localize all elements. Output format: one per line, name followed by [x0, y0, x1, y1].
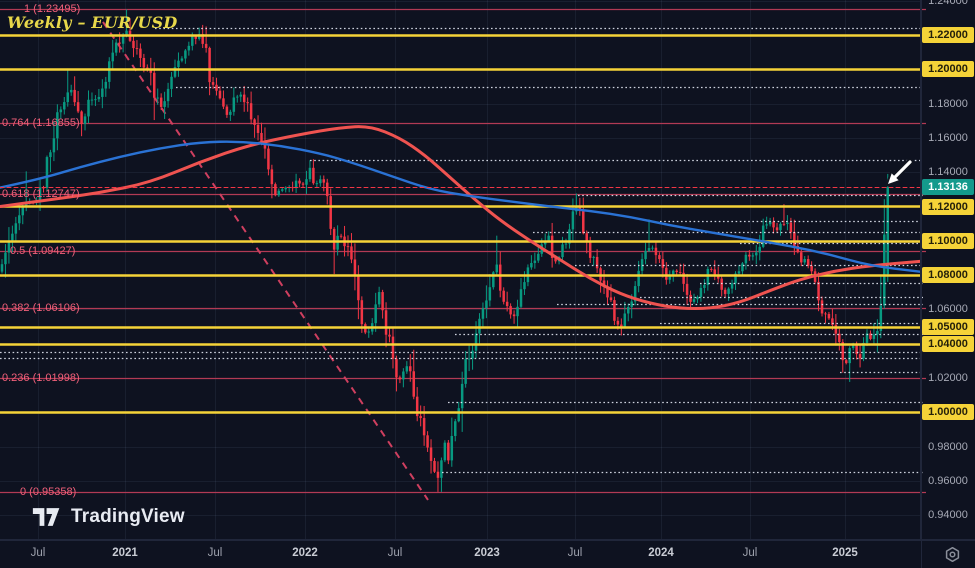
time-tick: Jul	[742, 547, 758, 559]
fib-label[interactable]: 0 (0.95358)	[20, 485, 77, 498]
time-tick: 2023	[474, 547, 500, 559]
fib-label[interactable]: 0.236 (1.01998)	[2, 372, 80, 385]
price-tick: 1.00000	[922, 404, 974, 421]
tradingview-logo-text: TradingView	[71, 506, 185, 527]
fib-label[interactable]: 0.5 (1.09427)	[10, 244, 76, 257]
time-tick: 2025	[832, 547, 858, 559]
time-axis[interactable]: Jul 2021 Jul 2022 Jul 2023 Jul 2024 Jul 2025	[0, 539, 975, 568]
time-tick: Jul	[387, 547, 403, 559]
price-tick: 0.98000	[928, 440, 968, 453]
chart-title[interactable]: Weekly – EUR/USD	[7, 13, 178, 32]
time-tick: 2024	[648, 547, 674, 559]
last-price-label: 1.13136	[922, 179, 974, 196]
tradingview-logo-icon	[32, 508, 60, 526]
price-tick: 0.96000	[928, 474, 968, 487]
price-tick: 1.04000	[922, 335, 974, 352]
price-tick: 1.14000	[928, 166, 968, 179]
tradingview-watermark[interactable]: TradingView	[32, 506, 185, 528]
price-tick: 1.12000	[922, 198, 974, 215]
price-tick: 0.94000	[928, 509, 968, 522]
axis-settings-icon[interactable]	[944, 546, 961, 563]
price-axis[interactable]: 1.24000 1.22000 1.20000 1.18000 1.16000 1.140…	[920, 0, 975, 540]
fib-label[interactable]: 0.764 (1.16855)	[2, 117, 80, 130]
price-tick: 1.24000	[928, 0, 968, 7]
time-tick: 2021	[112, 547, 138, 559]
time-tick: Jul	[207, 547, 223, 559]
price-tick: 1.08000	[922, 267, 974, 284]
price-tick: 1.22000	[922, 27, 974, 43]
time-tick: Jul	[567, 547, 583, 559]
price-tick: 1.06000	[928, 303, 968, 316]
fib-label[interactable]: 1 (1.23495)	[24, 3, 81, 16]
price-tick: 1.16000	[928, 131, 968, 144]
price-tick: 1.05000	[922, 318, 974, 335]
price-tick: 1.18000	[928, 97, 968, 110]
price-tick: 1.10000	[922, 232, 974, 249]
fib-label[interactable]: 0.382 (1.06106)	[2, 301, 80, 314]
price-tick: 1.02000	[928, 372, 968, 384]
fib-label[interactable]: 0.618 (1.12747)	[2, 187, 80, 200]
time-tick: 2022	[292, 547, 318, 559]
price-tick: 1.20000	[922, 61, 974, 78]
arrow-annotation-icon[interactable]	[883, 158, 915, 190]
time-tick: Jul	[30, 547, 46, 559]
